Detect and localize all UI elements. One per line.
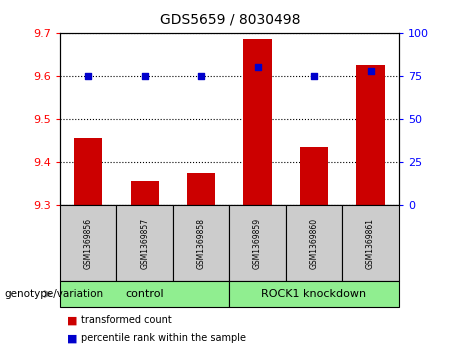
Point bbox=[141, 73, 148, 79]
Bar bbox=[130, 182, 159, 205]
Text: control: control bbox=[125, 289, 164, 299]
Bar bbox=[356, 65, 384, 205]
Text: genotype/variation: genotype/variation bbox=[5, 289, 104, 299]
Text: GDS5659 / 8030498: GDS5659 / 8030498 bbox=[160, 13, 301, 27]
Text: ■: ■ bbox=[67, 334, 77, 344]
Point bbox=[84, 73, 92, 79]
Point bbox=[197, 73, 205, 79]
Text: percentile rank within the sample: percentile rank within the sample bbox=[81, 333, 246, 343]
Text: GSM1369861: GSM1369861 bbox=[366, 218, 375, 269]
Text: GSM1369857: GSM1369857 bbox=[140, 218, 149, 269]
Text: GSM1369859: GSM1369859 bbox=[253, 218, 262, 269]
Text: ROCK1 knockdown: ROCK1 knockdown bbox=[261, 289, 366, 299]
Point bbox=[310, 73, 318, 79]
Text: transformed count: transformed count bbox=[81, 315, 171, 325]
Bar bbox=[187, 173, 215, 205]
Bar bbox=[300, 147, 328, 205]
Point bbox=[367, 68, 374, 74]
Point bbox=[254, 64, 261, 70]
Text: GSM1369858: GSM1369858 bbox=[196, 218, 206, 269]
Bar bbox=[243, 39, 272, 205]
Text: GSM1369856: GSM1369856 bbox=[83, 218, 93, 269]
Text: GSM1369860: GSM1369860 bbox=[309, 218, 319, 269]
Text: ■: ■ bbox=[67, 316, 77, 326]
Bar bbox=[74, 138, 102, 205]
